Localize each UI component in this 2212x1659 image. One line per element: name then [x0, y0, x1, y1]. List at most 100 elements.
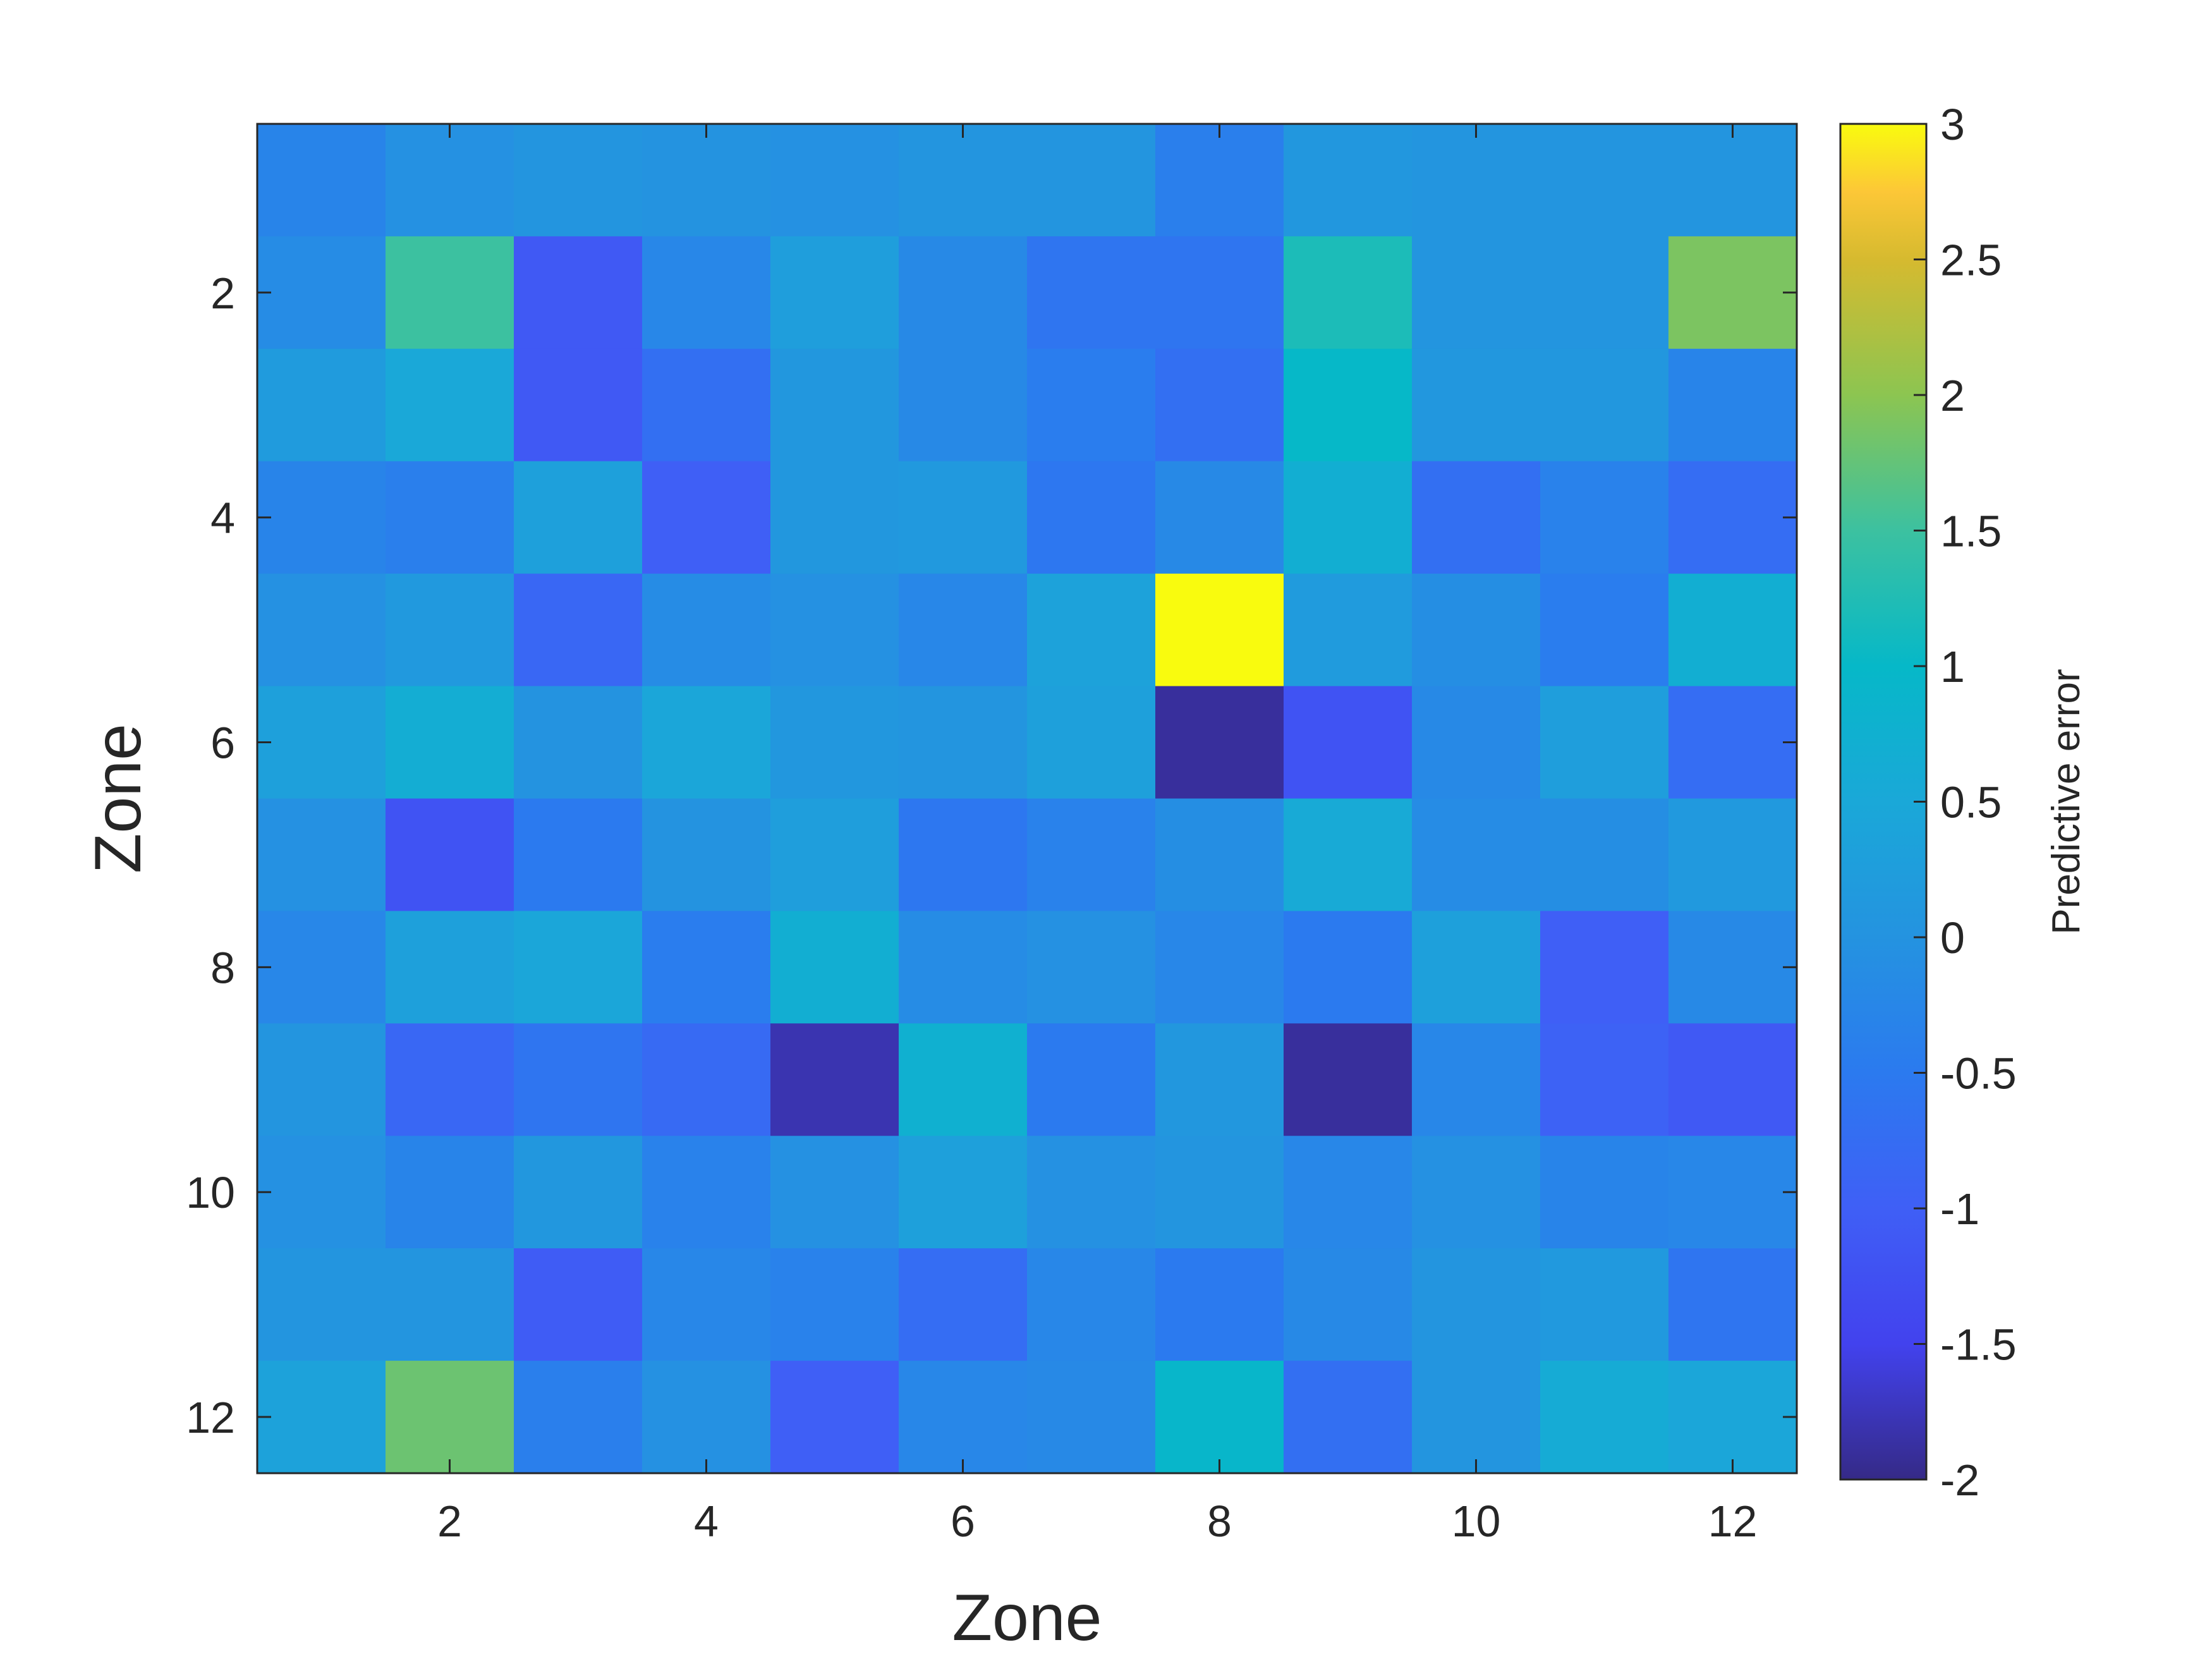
heatmap-cell-r6-c9 — [1284, 686, 1413, 799]
y-tick-label: 10 — [186, 1168, 235, 1217]
heatmap-cell-r5-c10 — [1412, 573, 1541, 687]
x-tick-label: 6 — [951, 1497, 975, 1546]
heatmap-cell-r5-c4 — [642, 573, 771, 687]
colorbar-tick-label: 1.5 — [1940, 507, 2002, 556]
heatmap-cell-r6-c8 — [1155, 686, 1284, 799]
heatmap-cell-r2-c1 — [257, 236, 386, 349]
heatmap-cell-r8-c7 — [1027, 911, 1156, 1024]
heatmap-cell-r5-c3 — [514, 573, 643, 687]
heatmap-cell-r5-c12 — [1668, 573, 1797, 687]
heatmap-cell-r6-c5 — [770, 686, 899, 799]
x-tick-label: 10 — [1452, 1497, 1501, 1546]
heatmap-cell-r3-c6 — [899, 348, 1028, 462]
heatmap-cell-r11-c11 — [1540, 1248, 1669, 1361]
heatmap-cell-r8-c5 — [770, 911, 899, 1024]
heatmap-cell-r10-c6 — [899, 1136, 1028, 1249]
heatmap-cell-r2-c5 — [770, 236, 899, 349]
heatmap-cell-r7-c7 — [1027, 798, 1156, 912]
colorbar-tick-label: 1 — [1940, 642, 1965, 691]
heatmap-cell-r10-c9 — [1284, 1136, 1413, 1249]
heatmap-cell-r7-c6 — [899, 798, 1028, 912]
heatmap-cell-r3-c9 — [1284, 348, 1413, 462]
heatmap-cell-r11-c10 — [1412, 1248, 1541, 1361]
heatmap-cell-r5-c2 — [386, 573, 514, 687]
heatmap-cell-r2-c9 — [1284, 236, 1413, 349]
heatmap-cell-r4-c11 — [1540, 461, 1669, 574]
heatmap-cell-r5-c1 — [257, 573, 386, 687]
heatmap-cell-r12-c8 — [1155, 1361, 1284, 1474]
heatmap-cell-r10-c11 — [1540, 1136, 1669, 1249]
heatmap-cell-r3-c1 — [257, 348, 386, 462]
heatmap-cell-r2-c12 — [1668, 236, 1797, 349]
heatmap-cell-r6-c4 — [642, 686, 771, 799]
heatmap-cell-r5-c11 — [1540, 573, 1669, 687]
heatmap-cell-r12-c2 — [386, 1361, 514, 1474]
heatmap-cell-r9-c12 — [1668, 1023, 1797, 1136]
heatmap-cell-r1-c5 — [770, 124, 899, 237]
heatmap-cell-r1-c4 — [642, 124, 771, 237]
heatmap-cell-r4-c9 — [1284, 461, 1413, 574]
heatmap-cell-r11-c6 — [899, 1248, 1028, 1361]
heatmap-cell-r6-c1 — [257, 686, 386, 799]
heatmap-cell-r6-c7 — [1027, 686, 1156, 799]
heatmap-cell-r8-c8 — [1155, 911, 1284, 1024]
heatmap-cell-r9-c8 — [1155, 1023, 1284, 1136]
heatmap-cell-r7-c1 — [257, 798, 386, 912]
heatmap-cell-r2-c2 — [386, 236, 514, 349]
heatmap-cell-r11-c5 — [770, 1248, 899, 1361]
heatmap-cell-r11-c1 — [257, 1248, 386, 1361]
heatmap-cell-r8-c9 — [1284, 911, 1413, 1024]
heatmap-cell-r1-c11 — [1540, 124, 1669, 237]
heatmap-cell-r10-c3 — [514, 1136, 643, 1249]
heatmap-cell-r7-c9 — [1284, 798, 1413, 912]
colorbar-tick-label: -0.5 — [1940, 1049, 2017, 1098]
heatmap-cell-r9-c7 — [1027, 1023, 1156, 1136]
heatmap-cell-r7-c4 — [642, 798, 771, 912]
heatmap-cell-r12-c11 — [1540, 1361, 1669, 1474]
heatmap-cell-r10-c5 — [770, 1136, 899, 1249]
heatmap-cell-r4-c7 — [1027, 461, 1156, 574]
heatmap-cell-r9-c11 — [1540, 1023, 1669, 1136]
heatmap-cell-r1-c1 — [257, 124, 386, 237]
heatmap-cell-r11-c4 — [642, 1248, 771, 1361]
heatmap-cell-r8-c10 — [1412, 911, 1541, 1024]
y-tick-label: 2 — [210, 269, 235, 318]
heatmap-cell-r4-c5 — [770, 461, 899, 574]
heatmap-cell-r11-c7 — [1027, 1248, 1156, 1361]
colorbar-tick-label: 2 — [1940, 371, 1965, 420]
heatmap-cell-r1-c12 — [1668, 124, 1797, 237]
heatmap-cell-r4-c10 — [1412, 461, 1541, 574]
heatmap-cell-r4-c2 — [386, 461, 514, 574]
heatmap-cell-r3-c12 — [1668, 348, 1797, 462]
heatmap-cell-r5-c6 — [899, 573, 1028, 687]
heatmap-cell-r11-c9 — [1284, 1248, 1413, 1361]
heatmap-cell-r5-c8 — [1155, 573, 1284, 687]
heatmap-cell-r11-c12 — [1668, 1248, 1797, 1361]
heatmap-cell-r12-c12 — [1668, 1361, 1797, 1474]
heatmap-cell-r3-c4 — [642, 348, 771, 462]
heatmap-cell-r4-c6 — [899, 461, 1028, 574]
heatmap-cell-r9-c5 — [770, 1023, 899, 1136]
plot-frame — [256, 123, 1798, 1474]
heatmap-cell-r10-c2 — [386, 1136, 514, 1249]
heatmap-cell-r10-c7 — [1027, 1136, 1156, 1249]
heatmap-cell-r8-c4 — [642, 911, 771, 1024]
heatmap-cell-r11-c3 — [514, 1248, 643, 1361]
heatmap-cell-r4-c4 — [642, 461, 771, 574]
heatmap-cell-r7-c12 — [1668, 798, 1797, 912]
heatmap-cell-r10-c1 — [257, 1136, 386, 1249]
heatmap-cell-r1-c2 — [386, 124, 514, 237]
colorbar-tick-label: 0.5 — [1940, 778, 2002, 827]
x-tick-label: 4 — [694, 1497, 719, 1546]
heatmap-cells — [257, 124, 1797, 1474]
heatmap-cell-r6-c10 — [1412, 686, 1541, 799]
heatmap-cell-r2-c3 — [514, 236, 643, 349]
heatmap-cell-r2-c4 — [642, 236, 771, 349]
x-tick-label: 12 — [1708, 1497, 1758, 1546]
heatmap-cell-r8-c2 — [386, 911, 514, 1024]
x-tick-label: 8 — [1207, 1497, 1232, 1546]
heatmap-cell-r11-c8 — [1155, 1248, 1284, 1361]
heatmap-cell-r1-c6 — [899, 124, 1028, 237]
colorbar-ticks: -2 -1.5 -1 -0.5 0 0.5 1 1.5 2 2.5 3 — [1914, 100, 2017, 1505]
y-tick-label: 4 — [210, 494, 235, 543]
